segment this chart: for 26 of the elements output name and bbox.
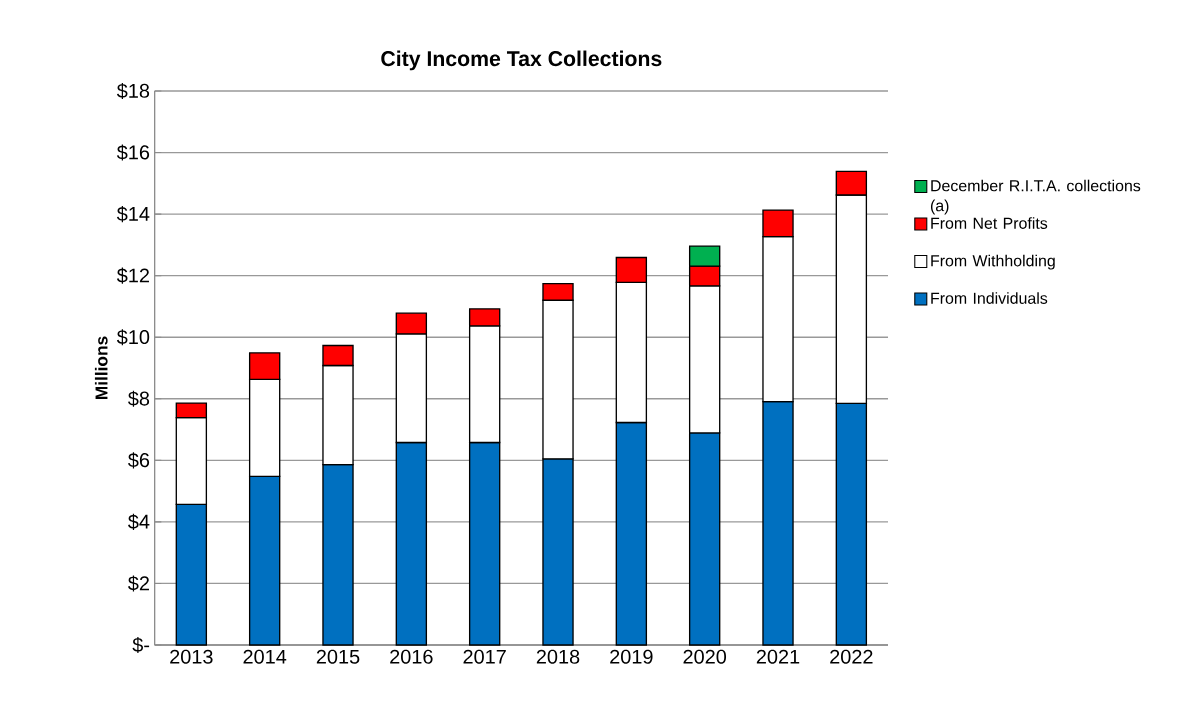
legend-label: From Withholding [931, 254, 1055, 270]
x-tick-label: 2021 [756, 649, 800, 664]
legend-label: December R.I.T.A. collections (a) [930, 179, 1141, 215]
y-tick-label: $16 [116, 144, 150, 161]
x-tick-label: 2019 [610, 649, 653, 664]
x-tick-label: 2020 [683, 649, 727, 664]
y-tick-label: $10 [116, 329, 150, 346]
x-tick-label: 2015 [316, 649, 360, 664]
y-tick-label: $18 [116, 82, 150, 100]
x-tick-label: 2014 [243, 649, 287, 664]
legend-label: From Net Profits [931, 217, 1048, 229]
x-tick-label: 2016 [390, 649, 433, 664]
x-tick-label: 2013 [170, 649, 213, 664]
y-tick-label: $6 [128, 452, 150, 469]
y-tick-label: $14 [116, 206, 150, 223]
y-tick-label: $8 [128, 390, 150, 407]
x-tick-label: 2022 [830, 649, 873, 664]
chart-title: City Income Tax Collections [381, 50, 662, 71]
x-tick-label: 2018 [536, 649, 580, 664]
y-tick-label: $4 [128, 513, 150, 530]
y-tick-label: $12 [116, 267, 149, 284]
legend-label: From Individuals [931, 292, 1048, 304]
x-tick-label: 2017 [463, 649, 506, 664]
y-axis-title: Millions [94, 336, 108, 399]
y-tick-label: $- [132, 636, 150, 654]
y-tick-label: $2 [128, 575, 149, 592]
